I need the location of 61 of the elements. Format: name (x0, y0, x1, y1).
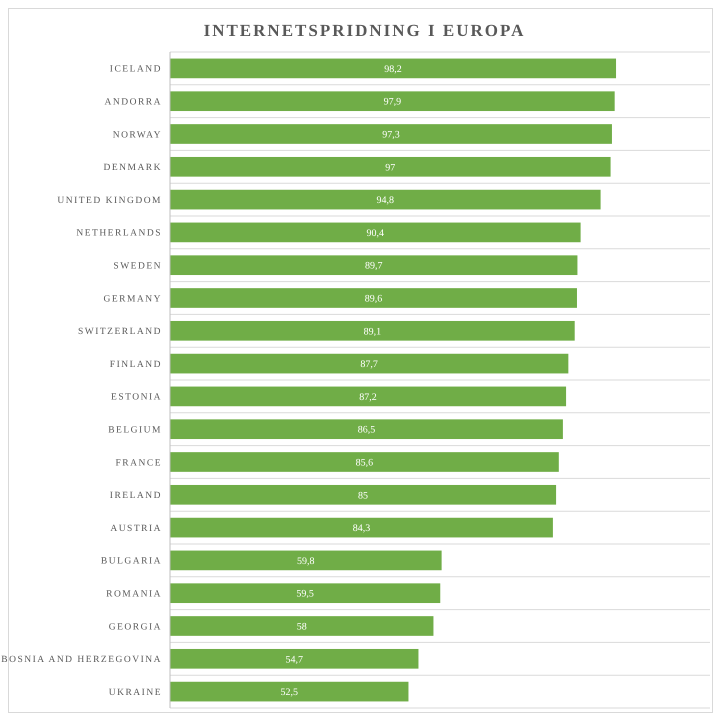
y-tick-label: GEORGIA (108, 622, 162, 632)
bar (170, 616, 434, 636)
y-tick-label: BELGIUM (108, 426, 162, 436)
bar (170, 288, 577, 308)
y-tick-label: NETHERLANDS (76, 228, 162, 239)
data-label: 98,2 (384, 64, 402, 75)
data-label: 89,1 (364, 326, 382, 338)
chart-title: INTERNETSPRIDNING I EUROPA (204, 21, 526, 40)
bar (170, 583, 440, 604)
data-label: 85,6 (356, 458, 374, 468)
bar (170, 91, 615, 112)
bar (170, 682, 408, 702)
y-tick-label: BOSNIA AND HERZEGOVINA (1, 655, 162, 666)
bar (170, 222, 581, 242)
bar (170, 320, 575, 341)
bar (170, 58, 616, 78)
y-tick-label: ANDORRA (104, 98, 162, 108)
data-label: 59,5 (296, 588, 314, 600)
y-tick-label: ESTONIA (111, 392, 162, 403)
data-label: 87,2 (359, 392, 377, 403)
y-tick-label: ICELAND (110, 64, 162, 75)
data-label: 97,9 (384, 96, 402, 108)
bar (170, 124, 612, 144)
y-tick-label: FINLAND (110, 360, 162, 370)
data-label: 97 (385, 162, 396, 174)
bar (170, 419, 563, 440)
bar (170, 452, 559, 472)
data-label: 54,7 (285, 654, 303, 666)
y-tick-label: UNITED KINGDOM (57, 196, 162, 206)
y-tick-label: NORWAY (112, 130, 162, 140)
bar (170, 484, 556, 505)
y-tick-label: GERMANY (103, 294, 162, 304)
y-tick-label: FRANCE (116, 458, 162, 468)
y-tick-label: ROMANIA (106, 590, 162, 600)
bar (170, 255, 578, 276)
y-tick-label: IRELAND (110, 491, 162, 502)
data-label: 85 (358, 490, 368, 502)
y-tick-label: DENMARK (103, 163, 162, 174)
bar (170, 354, 568, 374)
data-label: 94,8 (376, 195, 394, 206)
data-label: 86,5 (358, 424, 376, 436)
y-tick-label: SWEDEN (113, 262, 162, 272)
bar (170, 518, 553, 538)
bar (170, 648, 418, 669)
bar (170, 550, 442, 570)
bar (170, 190, 601, 210)
bar (170, 386, 566, 406)
y-tick-label: UKRAINE (108, 688, 162, 698)
data-label: 89,6 (364, 294, 382, 304)
data-label: 90,4 (366, 228, 384, 239)
bar (170, 156, 611, 177)
y-tick-label: AUSTRIA (110, 524, 162, 534)
y-tick-label: SWITZERLAND (78, 327, 162, 338)
y-tick-label: BULGARIA (100, 556, 162, 567)
data-label: 97,3 (382, 130, 400, 140)
data-label: 59,8 (297, 556, 315, 567)
data-label: 87,7 (360, 359, 378, 370)
data-label: 58 (296, 622, 307, 632)
data-label: 52,5 (280, 687, 298, 698)
data-label: 89,7 (364, 260, 382, 272)
data-label: 84,3 (352, 523, 370, 534)
